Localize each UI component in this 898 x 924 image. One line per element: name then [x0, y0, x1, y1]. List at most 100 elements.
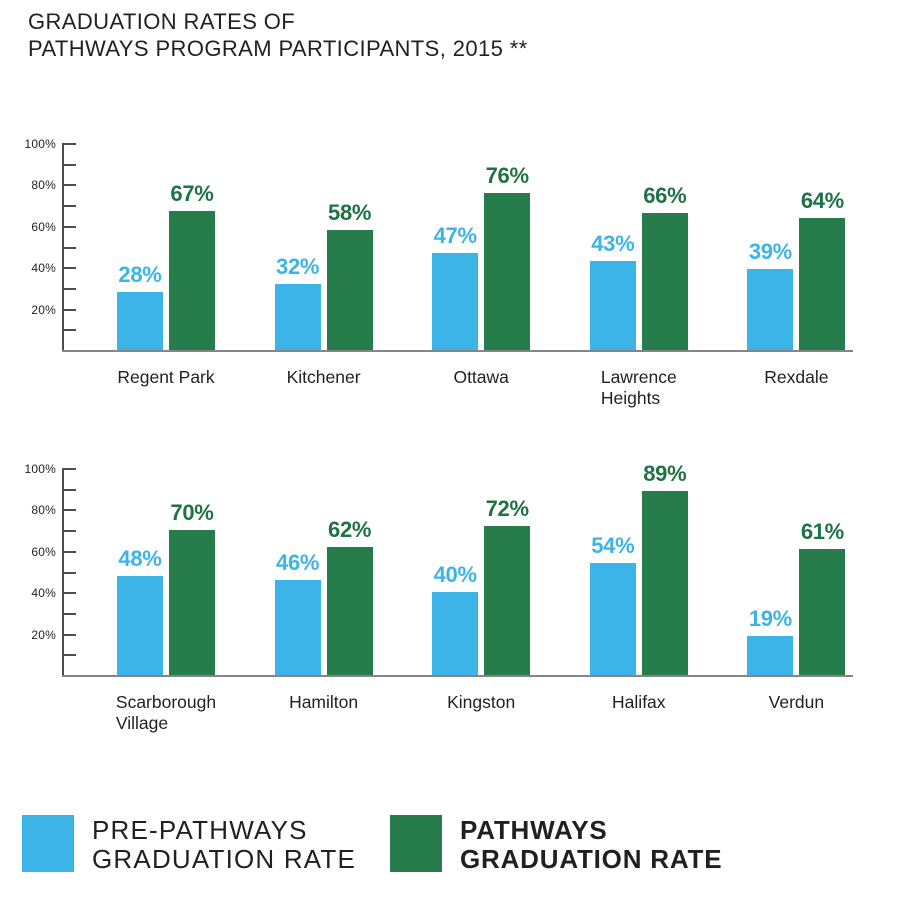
- y-axis-tick: [64, 329, 76, 332]
- bar-group: 54% 89%: [589, 461, 688, 675]
- y-axis-label: 60%: [31, 544, 56, 559]
- bar-value-label: 89%: [643, 460, 687, 486]
- legend-label-pathways: PATHWAYS GRADUATION RATE: [460, 815, 722, 874]
- legend-label-pre-pathways: PRE-PATHWAYS GRADUATION RATE: [92, 815, 356, 874]
- pathways-bar: [641, 490, 688, 675]
- bar-value-label: 72%: [485, 495, 529, 521]
- y-axis-tick: [64, 592, 76, 595]
- bar-value-label: 43%: [591, 231, 635, 256]
- legend-item-pre-pathways: PRE-PATHWAYS GRADUATION RATE: [22, 815, 356, 874]
- bar-value-label: 61%: [800, 518, 844, 544]
- y-axis-tick: [64, 184, 76, 187]
- category-label: Halifax: [554, 692, 724, 713]
- y-axis-tick: [64, 633, 76, 636]
- bar-value-label: 58%: [328, 199, 372, 225]
- pre-pathways-bar: [747, 269, 794, 350]
- bar-value-label: 28%: [118, 262, 162, 288]
- y-axis-tick: [64, 654, 76, 657]
- category-label-text: Lawrence Heights: [600, 367, 677, 408]
- y-axis-label: 100%: [24, 462, 56, 476]
- pathways-swatch: [390, 815, 442, 872]
- bar-value-label: 76%: [485, 162, 529, 188]
- pathways-bar: [641, 213, 688, 350]
- bar-value-label: 47%: [433, 222, 477, 248]
- category-label-text: Kitchener: [286, 367, 361, 387]
- category-label: Rexdale: [711, 367, 881, 388]
- y-axis-tick: [64, 143, 76, 145]
- pathways-bar: [169, 530, 215, 675]
- bar-value-label: 67%: [170, 181, 214, 207]
- y-axis-line: [62, 143, 64, 352]
- x-axis-baseline: [62, 675, 853, 677]
- bar-value-label: 54%: [591, 533, 635, 559]
- y-axis-label: 60%: [31, 219, 56, 234]
- pre-pathways-bar: [432, 252, 479, 350]
- bar-value-label: 66%: [643, 183, 687, 209]
- bar-value-label: 70%: [170, 500, 214, 526]
- category-label-text: Hamilton: [289, 692, 359, 712]
- bar-value-label: 48%: [118, 545, 162, 571]
- pre-pathways-swatch: [22, 815, 74, 872]
- y-axis-tick: [64, 267, 76, 270]
- category-label: Scarborough Village: [81, 692, 251, 734]
- pathways-bar: [326, 229, 373, 350]
- y-axis-tick: [64, 468, 76, 470]
- category-label: Hamilton: [239, 692, 409, 713]
- y-axis-label: 80%: [31, 503, 56, 518]
- bar-group: 32% 58%: [274, 143, 373, 350]
- category-label: Ottawa: [396, 367, 566, 388]
- y-axis-line: [62, 468, 64, 677]
- y-axis-tick: [64, 530, 76, 533]
- bar-group: 40% 72%: [432, 468, 531, 675]
- y-axis-tick: [64, 246, 76, 249]
- pre-pathways-bar: [589, 563, 636, 675]
- chart-title-line2: PATHWAYS PROGRAM PARTICIPANTS, 2015 **: [28, 36, 528, 61]
- legend-pathways-line2: GRADUATION RATE: [460, 844, 723, 874]
- bar-chart-top: 20% 40% 60% 80% 100% 28% 67% Regent Park 32% 58% K…: [20, 137, 880, 443]
- pathways-bar: [326, 546, 373, 675]
- y-axis-label: 100%: [24, 137, 56, 151]
- y-axis-tick: [64, 550, 76, 553]
- bar-value-label: 32%: [276, 253, 320, 279]
- legend-pre-line2: GRADUATION RATE: [92, 844, 357, 874]
- y-axis-label: 40%: [31, 586, 56, 601]
- bar-value-label: 39%: [748, 239, 792, 265]
- category-label-text: Regent Park: [117, 367, 215, 387]
- y-axis-tick: [64, 509, 76, 512]
- category-label-text: Verdun: [768, 692, 825, 712]
- y-axis-tick: [64, 488, 76, 491]
- y-axis-tick: [64, 163, 76, 166]
- bar-group: 43% 66%: [589, 143, 688, 350]
- category-label: Verdun: [711, 692, 881, 713]
- chart-title-line1: GRADUATION RATES OF: [28, 9, 296, 34]
- pathways-bar: [484, 192, 531, 350]
- category-label-text: Rexdale: [764, 367, 829, 387]
- pre-pathways-bar: [274, 283, 321, 350]
- y-axis-label: 20%: [31, 302, 56, 317]
- x-axis-baseline: [62, 350, 853, 352]
- bar-group: 46% 62%: [274, 468, 373, 675]
- pre-pathways-bar: [589, 261, 636, 350]
- pathways-bar: [484, 525, 531, 675]
- legend-pathways-line1: PATHWAYS: [460, 815, 608, 845]
- bar-value-label: 40%: [433, 562, 477, 588]
- category-label-text: Scarborough Village: [115, 692, 217, 733]
- bar-value-label: 46%: [276, 549, 320, 575]
- bar-chart-bottom: 20% 40% 60% 80% 100% 48% 70% Scarborough Villag…: [20, 461, 880, 768]
- y-axis-label: 20%: [31, 627, 56, 642]
- pre-pathways-bar: [274, 579, 321, 675]
- plot-area-bottom: 20% 40% 60% 80% 100% 48% 70% Scarborough Villag…: [25, 461, 853, 733]
- bar-group: 28% 67%: [117, 143, 215, 350]
- pre-pathways-bar: [117, 292, 163, 350]
- category-label: Regent Park: [81, 367, 251, 388]
- y-axis-label: 80%: [31, 178, 56, 193]
- category-label-text: Halifax: [612, 692, 666, 712]
- pre-pathways-bar: [432, 592, 479, 675]
- legend-item-pathways: PATHWAYS GRADUATION RATE: [390, 815, 722, 874]
- pre-pathways-bar: [117, 575, 163, 675]
- y-axis-label: 40%: [31, 261, 56, 276]
- plot-area-top: 20% 40% 60% 80% 100% 28% 67% Regent Park 32% 58% K…: [25, 137, 853, 408]
- bar-group: 47% 76%: [432, 143, 531, 350]
- bar-group: 19% 61%: [747, 468, 846, 675]
- pathways-bar: [799, 217, 846, 350]
